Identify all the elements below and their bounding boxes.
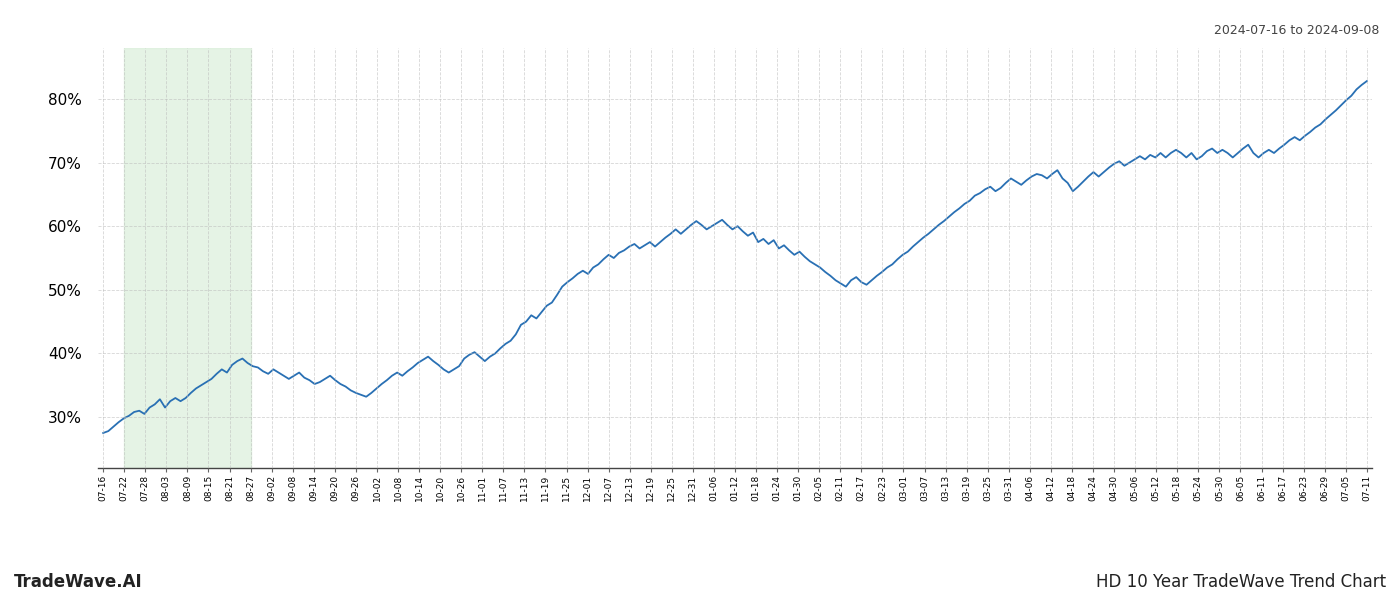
Text: 2024-07-16 to 2024-09-08: 2024-07-16 to 2024-09-08 [1214, 24, 1379, 37]
Bar [125, 48, 251, 468]
Text: HD 10 Year TradeWave Trend Chart: HD 10 Year TradeWave Trend Chart [1096, 573, 1386, 591]
Text: TradeWave.AI: TradeWave.AI [14, 573, 143, 591]
